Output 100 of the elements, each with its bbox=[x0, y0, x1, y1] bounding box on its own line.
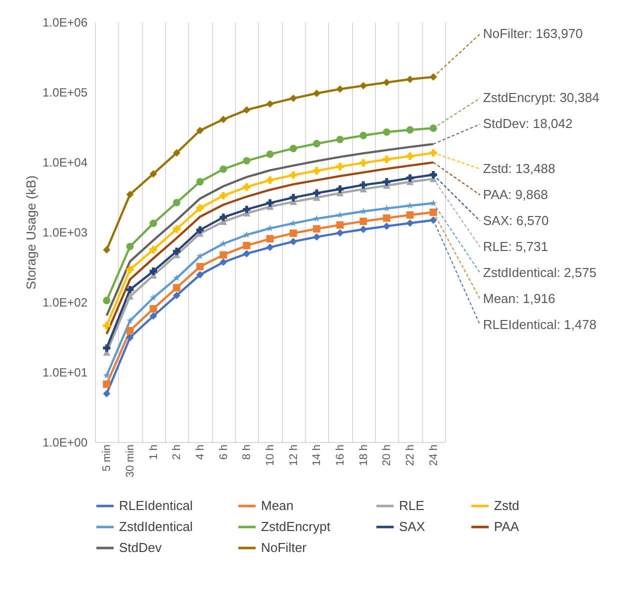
point bbox=[336, 136, 344, 144]
point bbox=[172, 248, 180, 256]
point bbox=[196, 178, 204, 186]
point bbox=[290, 94, 298, 102]
point bbox=[126, 334, 134, 342]
y-axis-title: Storage Usage (kB) bbox=[23, 175, 38, 290]
legend-label: Zstd bbox=[494, 498, 520, 513]
point bbox=[406, 174, 414, 182]
x-tick-label: 1 h bbox=[148, 444, 160, 460]
point bbox=[220, 258, 228, 266]
y-tick-label: 1.0E+04 bbox=[42, 156, 88, 170]
point bbox=[290, 230, 298, 237]
point bbox=[336, 85, 344, 93]
point bbox=[172, 284, 180, 292]
point bbox=[196, 262, 204, 270]
point bbox=[266, 199, 274, 207]
point bbox=[102, 380, 110, 388]
annotation: ZstdEncrypt: 30,384 bbox=[483, 90, 600, 106]
point bbox=[150, 220, 158, 228]
point bbox=[150, 246, 158, 254]
point bbox=[220, 192, 228, 200]
x-tick-label: 4 h bbox=[194, 444, 206, 460]
point bbox=[382, 156, 390, 164]
legend-label: PAA bbox=[494, 519, 520, 534]
point bbox=[430, 124, 438, 132]
point bbox=[126, 190, 134, 198]
point bbox=[172, 225, 180, 233]
point bbox=[382, 222, 390, 230]
point bbox=[430, 149, 438, 157]
y-tick-label: 1.0E+06 bbox=[42, 16, 88, 30]
point bbox=[242, 157, 250, 165]
point bbox=[126, 242, 134, 250]
point bbox=[196, 126, 204, 134]
point bbox=[102, 246, 110, 254]
point bbox=[312, 189, 320, 197]
annotation: StdDev: 18,042 bbox=[483, 116, 573, 132]
annotation: RLEIdentical: 1,478 bbox=[483, 316, 596, 332]
point bbox=[242, 183, 250, 191]
point bbox=[312, 167, 320, 174]
annotation: NoFilter: 163,970 bbox=[483, 26, 583, 41]
point bbox=[103, 372, 110, 379]
annotation: PAA: 9,868 bbox=[483, 186, 548, 202]
point bbox=[126, 286, 134, 294]
annotation: SAX: 6,570 bbox=[483, 212, 549, 228]
point bbox=[172, 198, 180, 206]
point bbox=[406, 126, 414, 134]
point bbox=[290, 144, 298, 152]
point bbox=[266, 100, 274, 108]
annotation: RLE: 5,731 bbox=[483, 238, 548, 254]
point bbox=[312, 90, 320, 98]
point bbox=[220, 116, 228, 124]
point bbox=[430, 208, 438, 216]
legend-label: NoFilter bbox=[261, 540, 308, 555]
x-tick-label: 6 h bbox=[218, 444, 230, 460]
x-tick-label: 16 h bbox=[334, 444, 346, 466]
point bbox=[290, 238, 298, 246]
point bbox=[336, 229, 344, 237]
point bbox=[172, 292, 180, 300]
point bbox=[102, 390, 110, 398]
annotation: Mean: 1,916 bbox=[483, 290, 556, 306]
legend-label: RLEIdentical bbox=[119, 498, 193, 513]
point bbox=[220, 251, 228, 259]
point bbox=[242, 250, 250, 258]
annotation: ZstdIdentical: 2,575 bbox=[483, 264, 596, 280]
x-tick-label: 22 h bbox=[404, 444, 416, 466]
point bbox=[336, 162, 344, 170]
point bbox=[382, 78, 390, 86]
point bbox=[172, 149, 180, 157]
x-tick-label: 20 h bbox=[381, 444, 394, 466]
point bbox=[430, 216, 438, 224]
point bbox=[196, 226, 204, 234]
legend-label: ZstdEncrypt bbox=[261, 519, 331, 534]
y-tick-label: 1.0E+03 bbox=[42, 226, 88, 240]
x-tick-label: 12 h bbox=[288, 444, 300, 466]
point bbox=[150, 268, 158, 275]
point bbox=[220, 214, 228, 222]
point bbox=[312, 233, 320, 241]
point bbox=[360, 181, 368, 189]
point bbox=[150, 170, 158, 178]
x-tick-label: 18 h bbox=[358, 444, 370, 466]
point bbox=[382, 128, 390, 136]
point bbox=[102, 322, 110, 330]
point bbox=[360, 82, 368, 90]
point bbox=[242, 106, 250, 114]
point bbox=[312, 225, 320, 233]
y-tick-label: 1.0E+00 bbox=[42, 436, 88, 450]
point bbox=[266, 235, 274, 242]
y-tick-label: 1.0E+01 bbox=[42, 366, 88, 380]
point bbox=[102, 344, 110, 352]
point bbox=[290, 171, 298, 179]
point bbox=[360, 159, 368, 167]
x-tick-label: 5 min bbox=[101, 444, 114, 472]
point bbox=[150, 312, 158, 320]
point bbox=[126, 326, 134, 334]
point bbox=[336, 185, 344, 193]
x-tick-label: 30 min bbox=[124, 444, 136, 478]
point bbox=[430, 73, 438, 81]
point bbox=[242, 242, 250, 250]
legend-label: RLE bbox=[399, 498, 425, 513]
legend-label: SAX bbox=[399, 519, 426, 534]
